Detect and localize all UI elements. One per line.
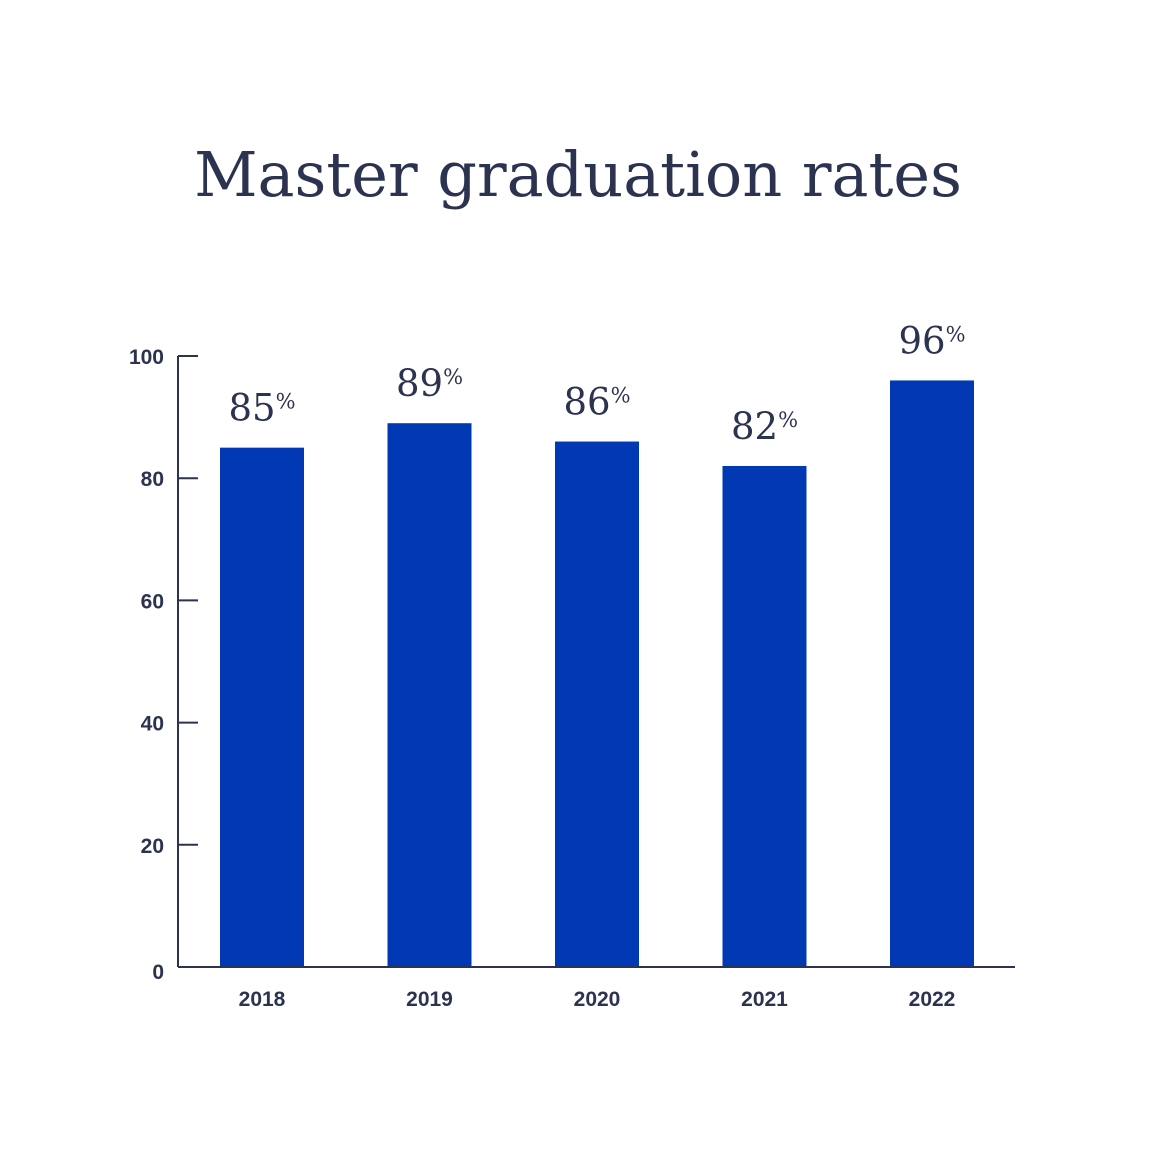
value-label-2022: 96% (898, 319, 965, 362)
value-label-2019: 89% (396, 362, 463, 405)
bar-2020 (555, 441, 639, 967)
y-tick-label-20: 20 (141, 835, 164, 858)
x-tick-label-2019: 2019 (406, 988, 453, 1011)
value-suffix: % (946, 322, 966, 346)
value-number: 96 (898, 319, 945, 362)
value-suffix: % (443, 365, 463, 389)
value-suffix: % (611, 384, 631, 408)
bar-2018 (220, 447, 304, 967)
value-number: 82 (731, 405, 778, 448)
chart-title: Master graduation rates (194, 138, 962, 211)
x-tick-label-2018: 2018 (239, 988, 286, 1011)
y-tick-label-80: 80 (141, 468, 164, 491)
x-tick-label-2021: 2021 (741, 988, 788, 1011)
value-label-2020: 86% (563, 381, 630, 424)
bar-2022 (890, 380, 974, 967)
value-number: 89 (396, 362, 443, 405)
value-label-2018: 85% (228, 387, 295, 430)
value-labels-layer: 85% 89%86%82%96% (228, 319, 965, 448)
value-label-2021: 82% (731, 405, 798, 448)
value-number: 86 (563, 381, 610, 424)
value-number: 85 (228, 387, 275, 430)
bar-2019 (387, 423, 472, 968)
x-tick-label-2022: 2022 (909, 988, 956, 1011)
y-tick-label-0: 0 (152, 961, 164, 984)
x-axis: 2018 2019 2020 2021 2022 (178, 966, 1015, 1011)
value-suffix: % (778, 408, 798, 432)
value-suffix: % (276, 390, 296, 414)
y-tick-label-60: 60 (141, 590, 164, 613)
x-tick-label-2020: 2020 (574, 988, 621, 1011)
bars-layer (220, 380, 974, 968)
y-tick-label-100: 100 (129, 346, 164, 369)
bar-2021 (722, 465, 807, 967)
y-axis: 0 20 40 60 80 100 (129, 346, 198, 984)
y-tick-label-40: 40 (141, 713, 164, 736)
